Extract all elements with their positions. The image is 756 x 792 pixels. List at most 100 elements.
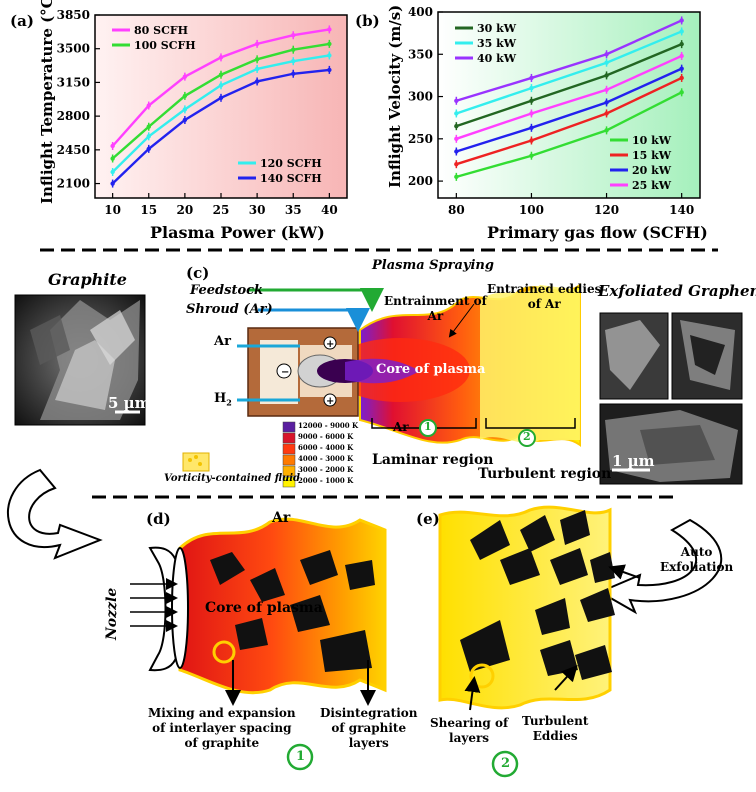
chart-a-ytick-label: 2450 [57,143,90,157]
region-1-number: 1 [424,420,432,433]
chart-b-point [454,123,459,129]
chart-b-plot-area [437,11,701,199]
chart-a-series-line [111,28,330,147]
chart-a-series-line [111,54,330,173]
svg-text:+: + [326,339,334,350]
laminar-region-label: Laminar region [372,452,494,468]
chart-a-point [254,66,260,72]
svg-text:−: − [281,367,289,378]
chart-a-ytick-label: 3150 [57,75,90,89]
region-2-number: 2 [523,430,531,443]
chart-b-point [679,75,684,81]
panel-d-label: (d) [146,510,171,528]
chart-b-point [679,29,684,34]
chart-b-point [604,60,609,65]
chart-a-point [218,72,224,77]
temp-legend-label: 6000 - 4000 K [298,443,354,452]
chart-a-point [146,134,151,139]
chart-b-legend-label: 35 kW [477,37,517,50]
entrained-eddies-label: Entrained eddies of Ar [487,282,602,311]
panel-e-label: (e) [416,510,440,528]
chart-b-ticks: 80 100 120 140 200 250 300 350 400 [408,5,694,217]
chart-a-point [146,146,151,152]
panel-c-title: Plasma Spraying [372,258,494,273]
chart-b-point [529,125,534,131]
temp-legend-swatch [282,432,296,444]
graphite-scale: 5 µm [108,394,151,412]
chart-b-series-line [455,30,683,115]
chart-a-point [291,47,296,52]
chart-b-legend-label: 40 kW [477,52,517,65]
chart-b-panel-label: (b) [355,12,380,30]
temp-legend-label: 2000 - 1000 K [298,476,354,485]
mixing-expansion-label: Mixing and expansion of interlayer spacin… [148,706,296,750]
chart-b-point [679,41,684,47]
chart-a-point [254,41,260,47]
torch-h2-label: H2 [214,391,232,408]
chart-a-ticks: 10 15 20 25 30 35 40 2100 2450 2800 3150 3500 3850 [57,8,338,217]
temp-legend-label: 9000 - 6000 K [298,432,354,441]
chart-a-legend-label: 100 SCFH [134,39,196,52]
chart-a-point [327,67,332,73]
chart-a-point [182,93,188,99]
chart-b-series-line [455,19,683,102]
torch-ar-bottom-label: Ar [393,420,409,434]
chart-b-series-line [455,67,683,153]
graphite-title: Graphite [48,270,127,289]
chart-a-point [146,124,151,129]
chart-b-xtick-label: 100 [519,203,544,217]
chart-b-ytick-label: 250 [408,132,433,146]
chart-a-point [254,57,260,62]
chart-a-xtick-label: 35 [285,203,302,217]
chart-b-point [604,100,609,105]
chart-b-ytick-label: 350 [408,47,433,61]
chart-b-series-line [455,54,683,140]
turbulent-eddies-label: Turbulent Eddies [522,714,589,743]
temp-legend-label: 4000 - 3000 K [298,454,354,463]
chart-b-point [604,128,609,133]
chart-a-point [327,27,332,32]
chart-a-point [146,103,151,108]
chart-b-series-line [455,43,683,128]
vorticity-swatch [182,452,210,472]
chart-a-series: 80 SCFH 100 SCFH 120 SCFH 140 SCFH [110,24,332,188]
temp-legend-label: 3000 - 2000 K [298,465,354,474]
chart-b-point [454,174,459,180]
chart-a-legend-label: 140 SCFH [260,172,322,185]
chart-a-point [218,55,224,60]
chart-a-point [182,74,188,79]
chart-a-legend-label: 120 SCFH [260,157,322,170]
feedstock-label: Feedstock [190,283,264,298]
chart-b-ytick-label: 200 [408,174,433,188]
chart-b-point [529,153,534,158]
chart-b-legend-label: 25 kW [632,179,672,192]
chart-a-plot-area [94,14,348,199]
chart-b-legend-label: 30 kW [477,22,517,35]
entrainment-label: Entrainment of Ar [384,294,487,323]
chart-b-ytick-label: 400 [408,5,433,19]
chart-b-point [454,161,459,167]
chart-a-legend-label: 80 SCFH [134,24,188,37]
chart-b-xtick-label: 120 [594,203,619,217]
chart-b-series-line [455,76,683,166]
graphene-scale: 1 µm [612,452,655,470]
chart-b-xtick-label: 80 [448,203,465,217]
panel-d-ar-label: Ar [272,510,291,526]
chart-a-xtick-label: 25 [213,203,230,217]
turbulent-region-label: Turbulent region [478,466,612,482]
torch-ar-label: Ar [214,334,231,349]
chart-a-point [182,117,188,123]
chart-b-point [604,87,609,92]
chart-b-point [529,98,534,103]
chart-a-point [218,95,224,101]
chart-a-point [218,83,224,88]
chart-a-xtick-label: 40 [321,203,338,217]
chart-a-series-line [111,68,330,185]
chart-b-xlabel: Primary gas flow (SCFH) [487,223,708,242]
temp-legend-swatch [282,454,296,466]
chart-a-point [327,41,332,47]
panel-d-core-label: Core of plasma [205,600,323,616]
chart-a-xtick-label: 30 [249,203,266,217]
chart-b-point [454,98,459,103]
panel-e-number: 2 [501,756,511,771]
